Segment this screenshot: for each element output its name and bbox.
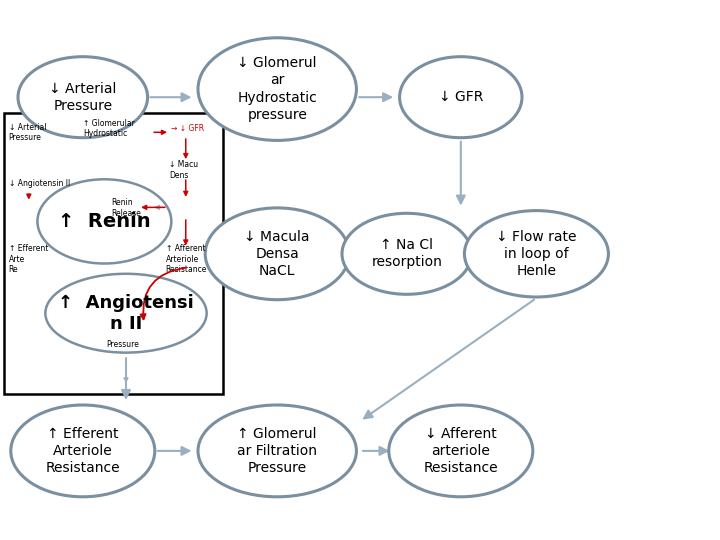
Text: ↑ Na Cl
resorption: ↑ Na Cl resorption bbox=[372, 238, 442, 269]
Text: ↓ Flow rate
in loop of
Henle: ↓ Flow rate in loop of Henle bbox=[496, 230, 577, 278]
Ellipse shape bbox=[45, 274, 207, 353]
Text: ↓ Angiotensin II: ↓ Angiotensin II bbox=[9, 179, 70, 188]
Text: ↑ Efferent
Arteriole
Resistance: ↑ Efferent Arteriole Resistance bbox=[45, 427, 120, 475]
Text: ↑  Renin: ↑ Renin bbox=[58, 212, 150, 231]
Text: ↓ Afferent
arteriole
Resistance: ↓ Afferent arteriole Resistance bbox=[423, 427, 498, 475]
Ellipse shape bbox=[37, 179, 171, 264]
Text: Renin
Release: Renin Release bbox=[112, 198, 141, 218]
Ellipse shape bbox=[198, 38, 356, 140]
Text: ↑ Glomerul
ar Filtration
Pressure: ↑ Glomerul ar Filtration Pressure bbox=[237, 427, 318, 475]
Ellipse shape bbox=[18, 57, 148, 138]
Text: → ↓ GFR: → ↓ GFR bbox=[171, 124, 204, 133]
Ellipse shape bbox=[342, 213, 472, 294]
Ellipse shape bbox=[11, 405, 155, 497]
Text: ↑ Efferent
Arte
Re: ↑ Efferent Arte Re bbox=[9, 244, 48, 274]
Text: ↑ Afferent
Arteriole
Resistance: ↑ Afferent Arteriole Resistance bbox=[166, 244, 207, 274]
Ellipse shape bbox=[464, 211, 608, 297]
Text: ↑  Angiotensi
n II: ↑ Angiotensi n II bbox=[58, 294, 194, 333]
Text: ↓ Macu
Dens: ↓ Macu Dens bbox=[169, 160, 198, 180]
Text: ↑ Glomerular
Hydrostatic: ↑ Glomerular Hydrostatic bbox=[83, 119, 135, 138]
Ellipse shape bbox=[389, 405, 533, 497]
Text: Pressure: Pressure bbox=[107, 340, 140, 349]
Text: ↓ Arterial
Pressure: ↓ Arterial Pressure bbox=[9, 123, 46, 142]
Text: ↓ GFR: ↓ GFR bbox=[438, 90, 483, 104]
Text: ↓ Macula
Densa
NaCL: ↓ Macula Densa NaCL bbox=[245, 230, 310, 278]
Ellipse shape bbox=[400, 57, 522, 138]
Text: ↓ Glomerul
ar
Hydrostatic
pressure: ↓ Glomerul ar Hydrostatic pressure bbox=[238, 56, 317, 122]
Ellipse shape bbox=[205, 208, 349, 300]
Ellipse shape bbox=[198, 405, 356, 497]
Bar bbox=[4, 113, 223, 394]
Text: ↓ Arterial
Pressure: ↓ Arterial Pressure bbox=[49, 82, 117, 113]
